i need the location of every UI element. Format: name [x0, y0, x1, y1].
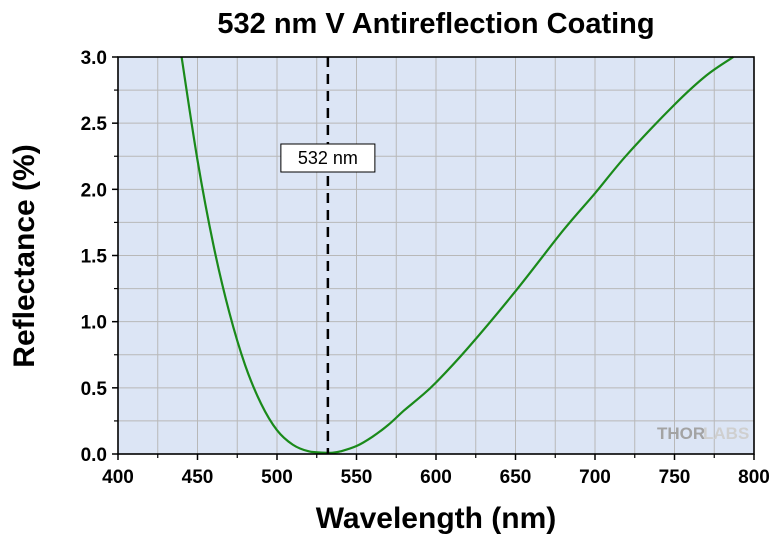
x-tick-label: 400 [102, 467, 134, 488]
reference-label-box [280, 143, 376, 173]
y-tick-label: 0.0 [81, 445, 107, 466]
x-tick-label: 700 [579, 467, 611, 488]
y-tick-label: 3.0 [81, 48, 107, 69]
x-tick-label: 450 [182, 467, 214, 488]
reference-label: 532 nm [298, 148, 358, 168]
logo-text-light: LABS [703, 424, 749, 443]
y-tick-label: 1.5 [81, 247, 108, 268]
y-tick-labels: 0.0 0.5 1.0 1.5 2.0 2.5 3.0 [81, 48, 108, 466]
x-tick-label: 500 [261, 467, 293, 488]
series-line-0 [180, 56, 734, 454]
y-tick-label: 0.5 [81, 379, 108, 400]
chart-title: 532 nm V Antireflection Coating [217, 8, 654, 40]
x-tick-label: 600 [420, 467, 452, 488]
x-tick-labels: 400 450 500 550 600 650 700 750 800 [102, 467, 770, 488]
y-tick-label: 1.0 [81, 313, 107, 334]
x-axis-title: Wavelength (nm) [316, 502, 557, 535]
thorlabs-logo: THOR LABS [657, 424, 749, 443]
y-tick-label: 2.5 [81, 114, 108, 135]
y-axis-title: Reflectance (%) [8, 144, 41, 367]
x-tick-label: 650 [500, 467, 532, 488]
x-tick-label: 800 [738, 467, 770, 488]
grid-lines [118, 57, 754, 454]
y-tick-label: 2.0 [81, 180, 107, 201]
x-tick-label: 550 [341, 467, 373, 488]
logo-text-dark: THOR [657, 424, 705, 443]
plot-frame [117, 56, 755, 455]
reference-line-group: 532 nm [280, 57, 376, 454]
x-tick-label: 750 [659, 467, 691, 488]
series-group [180, 56, 734, 454]
